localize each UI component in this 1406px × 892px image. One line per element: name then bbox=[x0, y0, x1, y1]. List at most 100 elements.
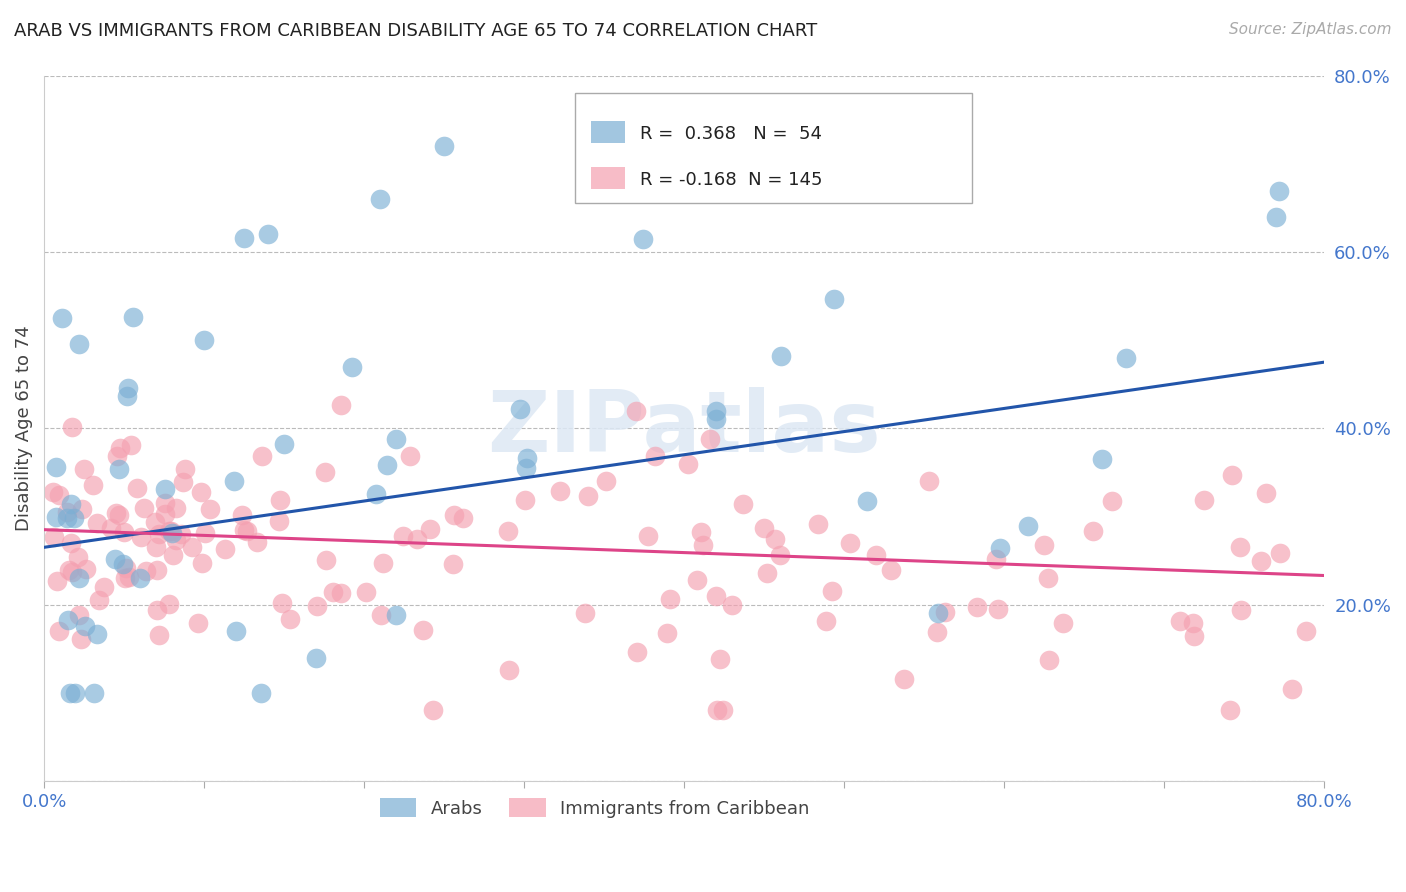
Point bbox=[314, 466, 336, 480]
Point bbox=[115, 389, 138, 403]
Point bbox=[644, 450, 666, 464]
Point bbox=[273, 437, 295, 451]
Point bbox=[678, 457, 700, 471]
Point bbox=[172, 475, 194, 489]
Point bbox=[1181, 615, 1204, 630]
Point bbox=[1038, 653, 1060, 667]
Point bbox=[86, 627, 108, 641]
FancyBboxPatch shape bbox=[575, 93, 973, 202]
Point bbox=[107, 508, 129, 522]
Point bbox=[67, 607, 90, 622]
Point bbox=[927, 606, 949, 620]
Point bbox=[83, 686, 105, 700]
Point bbox=[704, 589, 727, 603]
Point bbox=[104, 552, 127, 566]
FancyBboxPatch shape bbox=[591, 167, 624, 189]
Point bbox=[721, 598, 744, 612]
Point bbox=[384, 432, 406, 446]
Point bbox=[58, 562, 80, 576]
Point bbox=[399, 449, 422, 463]
Point bbox=[752, 521, 775, 535]
Point bbox=[329, 586, 352, 600]
Point bbox=[330, 398, 353, 412]
Point bbox=[934, 605, 956, 619]
Point bbox=[364, 487, 387, 501]
Point bbox=[67, 571, 90, 585]
Point bbox=[392, 529, 415, 543]
Point bbox=[1083, 524, 1105, 538]
Point bbox=[59, 497, 82, 511]
Text: R = -0.168  N = 145: R = -0.168 N = 145 bbox=[640, 171, 823, 189]
Point bbox=[56, 614, 79, 628]
Point bbox=[763, 533, 786, 547]
Point bbox=[143, 515, 166, 529]
Point bbox=[498, 663, 520, 677]
Point bbox=[134, 501, 156, 516]
Point bbox=[159, 524, 181, 538]
Point bbox=[1168, 615, 1191, 629]
Point bbox=[441, 557, 464, 571]
Point bbox=[193, 333, 215, 347]
Point bbox=[214, 541, 236, 556]
Point bbox=[75, 562, 97, 576]
Point bbox=[252, 449, 274, 463]
Point bbox=[433, 139, 456, 153]
Point bbox=[412, 623, 434, 637]
Point bbox=[966, 599, 988, 614]
Point bbox=[233, 231, 256, 245]
Point bbox=[443, 508, 465, 522]
Point bbox=[194, 526, 217, 541]
Point bbox=[385, 608, 408, 623]
Point bbox=[699, 432, 721, 446]
Point bbox=[422, 703, 444, 717]
Point bbox=[67, 337, 90, 351]
Point bbox=[108, 441, 131, 455]
Point bbox=[451, 511, 474, 525]
Point bbox=[198, 501, 221, 516]
Point bbox=[165, 533, 187, 547]
Point bbox=[1101, 494, 1123, 508]
Point bbox=[371, 556, 394, 570]
Point bbox=[155, 496, 177, 510]
FancyBboxPatch shape bbox=[591, 121, 624, 143]
Point bbox=[51, 310, 73, 325]
Point bbox=[988, 541, 1011, 555]
Point bbox=[1281, 682, 1303, 697]
Point bbox=[1229, 541, 1251, 555]
Point bbox=[893, 672, 915, 686]
Point bbox=[1038, 570, 1060, 584]
Point bbox=[986, 552, 1008, 566]
Point bbox=[1229, 602, 1251, 616]
Point bbox=[45, 460, 67, 475]
Point bbox=[375, 458, 398, 472]
Point bbox=[548, 483, 571, 498]
Point bbox=[157, 597, 180, 611]
Point bbox=[516, 451, 538, 466]
Point bbox=[1265, 210, 1288, 224]
Point bbox=[224, 474, 246, 488]
Text: ARAB VS IMMIGRANTS FROM CARIBBEAN DISABILITY AGE 65 TO 74 CORRELATION CHART: ARAB VS IMMIGRANTS FROM CARIBBEAN DISABI… bbox=[14, 22, 817, 40]
Point bbox=[1220, 467, 1243, 482]
Point bbox=[148, 526, 170, 541]
Point bbox=[515, 461, 537, 475]
Point bbox=[658, 591, 681, 606]
Point bbox=[73, 618, 96, 632]
Point bbox=[67, 549, 90, 564]
Point bbox=[865, 548, 887, 562]
Point bbox=[55, 505, 77, 519]
Text: R =  0.368   N =  54: R = 0.368 N = 54 bbox=[640, 126, 823, 144]
Point bbox=[880, 562, 903, 576]
Point bbox=[63, 510, 86, 524]
Point bbox=[704, 412, 727, 426]
Point bbox=[93, 580, 115, 594]
Point bbox=[1115, 351, 1137, 365]
Point bbox=[118, 570, 141, 584]
Point bbox=[232, 523, 254, 537]
Point bbox=[270, 596, 292, 610]
Point bbox=[704, 403, 727, 417]
Point bbox=[70, 501, 93, 516]
Point bbox=[225, 624, 247, 638]
Point bbox=[170, 526, 193, 541]
Point bbox=[576, 489, 599, 503]
Y-axis label: Disability Age 65 to 74: Disability Age 65 to 74 bbox=[15, 326, 32, 531]
